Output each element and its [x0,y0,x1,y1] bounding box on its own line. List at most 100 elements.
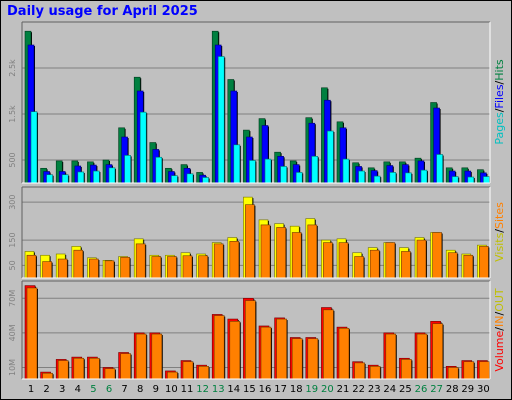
bar-sites [26,254,37,279]
day-label: 22 [352,384,365,395]
bar-pages [108,167,116,184]
bar-in [213,315,225,380]
day-label: 18 [290,384,303,395]
day-label: 6 [106,384,112,395]
day-label: 15 [243,384,256,395]
bar-in [260,326,272,380]
y-tick-label-hits: 1.5k [8,105,17,123]
bar-in [291,338,303,380]
y-tick-label-visits: 300 [8,195,17,210]
bar-pages [61,174,69,184]
day-label: 24 [383,384,396,395]
bar-pages [233,144,241,184]
y-tick-label-volume: 40M [8,324,17,341]
bar-pages [280,166,287,184]
bar-in [229,321,241,380]
y-tick-label-volume: 10M [8,359,17,376]
bar-sites [198,255,208,279]
day-label: 8 [137,384,143,395]
legend-entry: / [493,108,506,112]
bar-in [276,318,287,380]
bar-sites [291,232,302,279]
bar-in [245,300,256,380]
bar-sites [120,256,130,279]
bar-in [323,309,334,380]
bar-sites [213,243,224,279]
bar-sites [276,227,286,279]
bar-pages [358,170,365,184]
legend-entry: / [493,327,506,331]
day-label: 28 [446,384,459,395]
bar-sites [385,242,396,279]
day-label: 17 [274,384,287,395]
day-label: 2 [43,384,49,395]
bar-sites [42,261,52,279]
day-label: 26 [415,384,428,395]
bar-in [57,360,69,380]
bar-sites [323,242,333,279]
bar-pages [30,111,38,184]
day-label: 19 [305,384,318,395]
legend-entry: / [493,80,506,84]
bar-in [42,372,53,380]
bar-sites [167,256,177,279]
legend-visits: Visits/Sites [493,202,506,262]
bar-pages [342,158,350,184]
bar-sites [104,260,115,279]
chart-title: Daily usage for April 2025 [7,4,198,19]
bar-sites [401,251,411,279]
y-tick-label-volume: 70M [8,290,17,307]
bar-sites [73,249,84,279]
bar-in [26,287,38,380]
bar-pages [124,155,131,184]
bar-in [432,323,443,380]
legend-entry: Pages [493,112,506,145]
legend-entry: OUT [493,288,506,312]
day-label: 29 [461,384,474,395]
bar-sites [354,256,364,279]
bar-pages [451,176,459,184]
bar-in [89,357,100,380]
bar-pages [373,175,381,184]
bar-pages [264,158,272,184]
bar-pages [389,172,397,184]
day-label: 30 [477,384,490,395]
day-label: 11 [181,384,194,395]
legend-volume: Volume/IN/OUT [493,288,506,372]
y-tick-label-visits: 50 [8,260,17,270]
legend-entry: Files [493,84,506,108]
bar-sites [57,258,68,279]
legend-entry: Hits [493,59,506,81]
bar-sites [89,258,99,279]
bar-in [120,353,131,380]
bar-in [385,333,397,380]
bar-sites [229,241,240,279]
bar-pages [171,175,178,184]
bar-pages [186,173,194,184]
bar-in [182,361,194,380]
y-tick-label-hits: 500 [8,152,17,167]
day-label: 5 [90,384,96,395]
bar-in [135,333,147,380]
day-label: 20 [321,384,334,395]
bar-sites [307,224,318,279]
bar-pages [217,56,225,184]
day-label: 7 [121,384,127,395]
bar-pages [436,154,443,184]
bar-sites [416,239,427,279]
legend-entry: Volume [493,330,506,371]
legend-entry: Visits [493,232,506,261]
bar-pages [249,160,256,184]
bar-pages [483,176,490,184]
bar-pages [311,156,319,184]
bar-pages [202,177,209,184]
bar-sites [463,254,474,279]
bar-pages [295,172,303,184]
day-label: 1 [28,384,34,395]
bar-sites [369,249,380,279]
bar-pages [467,176,475,184]
bar-sites [182,255,193,279]
bar-sites [338,242,349,279]
